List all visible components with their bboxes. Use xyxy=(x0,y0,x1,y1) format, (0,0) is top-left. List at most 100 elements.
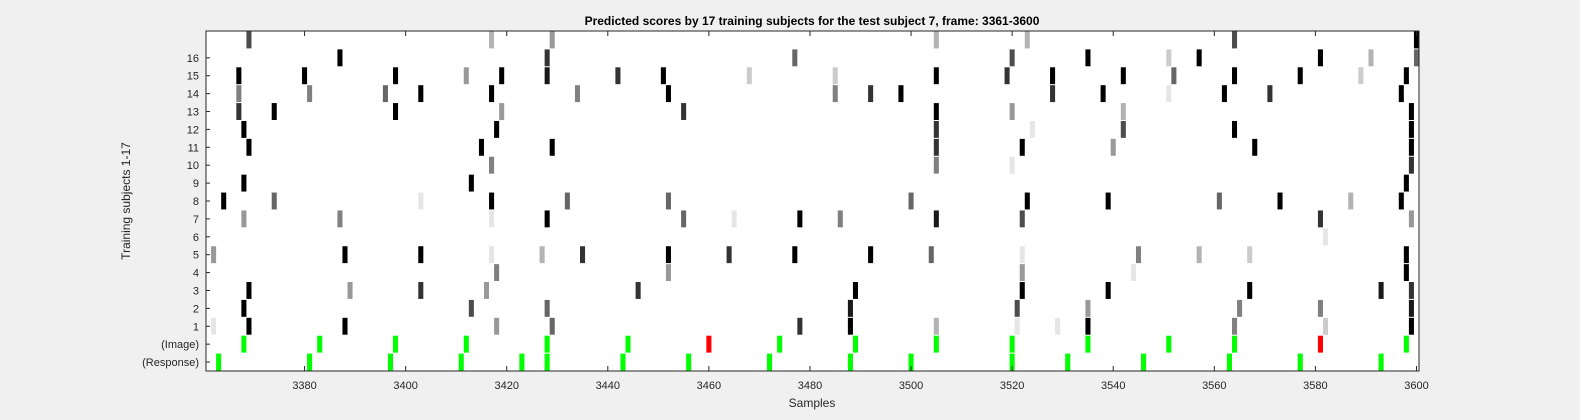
score-cell xyxy=(852,282,858,299)
score-cell xyxy=(221,192,227,210)
score-cell xyxy=(307,85,313,103)
score-cell xyxy=(1110,138,1116,156)
y-tick-label: 3 xyxy=(193,285,199,297)
response-marker xyxy=(1297,353,1303,371)
score-cell xyxy=(211,317,217,335)
x-tick-label: 3440 xyxy=(596,380,620,392)
score-cell xyxy=(665,246,671,264)
score-cell xyxy=(837,210,843,228)
response-marker xyxy=(908,353,914,371)
x-tick-label: 3480 xyxy=(798,380,822,392)
score-cell xyxy=(544,210,550,228)
y-tick-label: 10 xyxy=(187,160,199,172)
score-cell xyxy=(1408,282,1414,299)
y-tick-label: 16 xyxy=(187,53,199,65)
x-tick-label: 3540 xyxy=(1101,380,1125,392)
score-cell xyxy=(1247,246,1253,264)
image-marker xyxy=(706,335,712,353)
response-marker xyxy=(387,353,394,371)
x-tick-label: 3500 xyxy=(899,380,923,392)
score-cell xyxy=(792,246,798,264)
x-axis-label: Samples xyxy=(789,396,836,410)
score-cell xyxy=(1231,31,1238,49)
score-cell xyxy=(1105,192,1111,210)
score-cell xyxy=(832,85,838,103)
chart-title: Predicted scores by 17 training subjects… xyxy=(585,14,1040,28)
score-cell xyxy=(797,317,803,335)
score-cell xyxy=(1408,138,1414,156)
score-cell xyxy=(1009,49,1015,67)
image-marker xyxy=(463,335,469,353)
score-cell xyxy=(494,120,500,138)
image-marker xyxy=(241,335,247,353)
score-cell xyxy=(1120,103,1126,120)
y-tick-label: 15 xyxy=(187,71,199,83)
score-cell xyxy=(933,138,939,156)
image-marker xyxy=(1317,335,1323,353)
score-cell xyxy=(933,156,939,174)
y-tick-label: 11 xyxy=(188,142,199,154)
score-cell xyxy=(933,210,939,228)
x-tick-label: 3560 xyxy=(1202,380,1226,392)
y-tick-label: 6 xyxy=(193,232,199,244)
response-marker xyxy=(1065,353,1071,371)
score-cell xyxy=(494,317,500,335)
score-cell xyxy=(418,282,424,299)
score-cell xyxy=(499,103,505,120)
response-marker xyxy=(544,353,550,371)
score-cell xyxy=(1004,67,1010,85)
score-cell xyxy=(933,120,939,138)
response-marker xyxy=(1378,353,1384,371)
score-cell xyxy=(1120,120,1126,138)
score-cell xyxy=(489,210,495,228)
score-cell xyxy=(1277,192,1283,210)
score-cell xyxy=(342,317,348,335)
score-cell xyxy=(1014,299,1020,317)
score-cell xyxy=(1252,138,1258,156)
x-tick-label: 3420 xyxy=(494,380,518,392)
score-cell xyxy=(1105,282,1111,299)
score-cell xyxy=(847,317,853,335)
score-cell xyxy=(665,192,671,210)
response-marker xyxy=(1141,353,1147,371)
response-marker xyxy=(1226,353,1232,371)
image-marker xyxy=(933,335,939,353)
score-cell xyxy=(681,103,687,120)
score-cell xyxy=(1100,85,1106,103)
response-marker xyxy=(1009,353,1015,371)
score-cell xyxy=(1085,317,1091,335)
y-tick-label: 8 xyxy=(193,196,199,208)
score-cell xyxy=(1322,317,1329,335)
score-cell xyxy=(1403,67,1409,85)
score-cell xyxy=(468,299,474,317)
y-tick-label: 14 xyxy=(187,89,199,101)
response-marker xyxy=(307,353,313,371)
score-cell xyxy=(1085,299,1091,317)
score-cell xyxy=(933,317,939,335)
score-cell xyxy=(393,103,399,120)
score-cell xyxy=(468,174,474,192)
score-cell xyxy=(847,299,853,317)
x-tick-label: 3600 xyxy=(1404,380,1428,392)
y-tick-label: 2 xyxy=(193,303,199,315)
score-cell xyxy=(418,85,424,103)
score-cell xyxy=(1267,85,1273,103)
score-cell xyxy=(489,246,495,264)
score-cell xyxy=(1398,192,1404,210)
image-marker xyxy=(1403,335,1409,353)
score-cell xyxy=(832,67,838,85)
score-cell xyxy=(1408,103,1414,120)
response-marker xyxy=(767,353,773,371)
score-cell xyxy=(574,85,581,103)
score-cell xyxy=(681,210,687,228)
score-cell xyxy=(665,85,671,103)
score-cell xyxy=(483,282,490,299)
score-cell xyxy=(246,317,252,335)
score-cell xyxy=(1019,210,1025,228)
score-cell xyxy=(347,282,353,299)
score-cell xyxy=(241,174,247,192)
score-cell xyxy=(1408,120,1414,138)
score-cell xyxy=(549,138,555,156)
score-cell xyxy=(1231,67,1238,85)
